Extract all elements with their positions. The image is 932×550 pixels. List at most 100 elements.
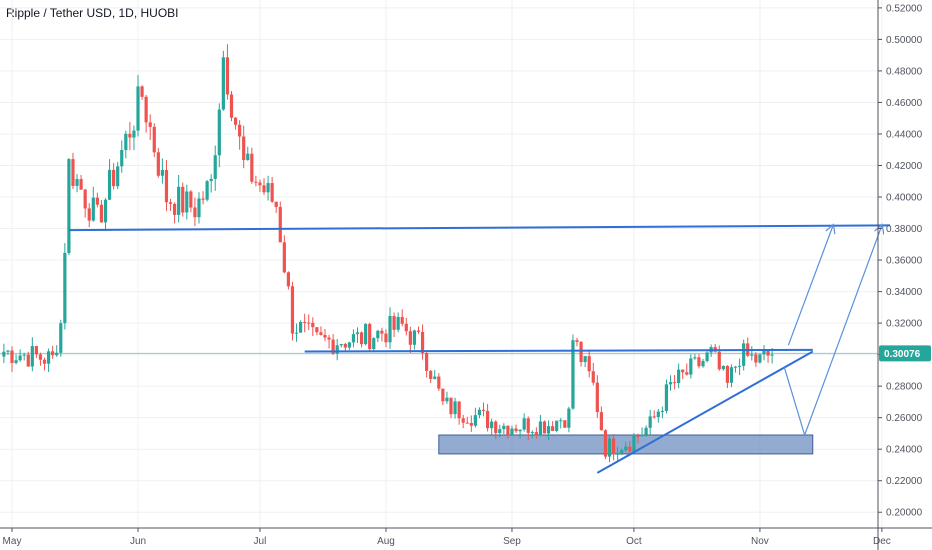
candle-body	[624, 446, 628, 451]
candle-body	[303, 321, 307, 323]
candle-body	[168, 202, 173, 204]
candle	[551, 421, 555, 432]
candle-body	[587, 356, 591, 372]
x-tick-label: Dec	[873, 536, 891, 547]
candle	[63, 243, 67, 330]
candle-body	[327, 337, 331, 340]
candle-body	[132, 130, 136, 138]
candle	[392, 312, 396, 338]
candle	[607, 434, 612, 463]
candle-body	[571, 340, 575, 409]
candle	[181, 182, 185, 217]
candle-body	[429, 370, 433, 379]
candle-body	[22, 354, 26, 356]
candle-body	[262, 185, 266, 193]
candle-body	[632, 435, 636, 452]
candle-body	[319, 332, 323, 335]
candle	[254, 175, 258, 187]
candle	[449, 397, 453, 419]
candle	[518, 429, 522, 439]
candle	[660, 406, 664, 419]
candle	[59, 319, 63, 357]
candle-body	[441, 388, 445, 402]
candle	[364, 323, 368, 346]
y-tick-label: 0.26000	[886, 413, 923, 424]
candle-body	[339, 344, 343, 346]
candle	[481, 402, 486, 417]
candle	[83, 188, 87, 218]
candle-body	[453, 401, 457, 415]
candle	[664, 379, 669, 414]
candle-body	[465, 422, 469, 424]
candle	[156, 148, 160, 178]
candle-body	[640, 434, 644, 437]
candle-body	[71, 159, 75, 186]
candle	[640, 427, 644, 437]
candle	[502, 423, 506, 435]
candle	[490, 418, 494, 435]
x-tick-label: Sep	[503, 536, 521, 547]
candle-body	[254, 181, 258, 183]
neckline	[304, 348, 813, 353]
candle-body	[238, 124, 242, 137]
candle-body	[107, 169, 112, 200]
candle	[441, 388, 445, 406]
candle-body	[473, 415, 477, 426]
candle	[26, 351, 30, 367]
candle-body	[770, 354, 774, 356]
candle	[246, 146, 250, 161]
candle	[652, 410, 656, 419]
candle	[30, 337, 34, 372]
candle	[616, 446, 620, 461]
candle-body	[721, 365, 725, 370]
candle-body	[546, 426, 551, 434]
candle-body	[38, 354, 43, 360]
candle-body	[380, 330, 384, 334]
candle	[278, 201, 282, 243]
candle-body	[258, 182, 262, 186]
candle	[477, 407, 482, 419]
candle-body	[693, 357, 697, 359]
y-tick-label: 0.22000	[886, 476, 923, 487]
candle	[412, 329, 417, 350]
candle-body	[10, 350, 14, 364]
candle-body	[762, 350, 766, 355]
candle	[445, 391, 449, 404]
candle-body	[697, 357, 701, 367]
candle-body	[457, 401, 461, 419]
candle-body	[469, 422, 473, 426]
candle-body	[437, 376, 441, 389]
candle-body	[286, 272, 291, 287]
candle	[75, 174, 79, 193]
candle	[258, 179, 262, 192]
candle-body	[742, 343, 746, 366]
candle	[677, 363, 681, 389]
candle-body	[555, 420, 559, 431]
candle-body	[290, 286, 295, 334]
candle	[473, 407, 477, 428]
candle	[628, 440, 632, 454]
candle-body	[583, 356, 587, 363]
candle	[339, 343, 343, 348]
candle-body	[299, 321, 303, 333]
candle-body	[67, 159, 71, 253]
candle	[542, 420, 547, 434]
candle-body	[63, 252, 67, 324]
candle-body	[213, 155, 217, 179]
candle-body	[656, 411, 660, 418]
candle-body	[607, 438, 612, 457]
candle-body	[205, 181, 209, 200]
candle-body	[689, 358, 693, 375]
candle	[250, 147, 254, 184]
candle-body	[701, 360, 705, 367]
candle-body	[347, 342, 351, 348]
candle-body	[246, 153, 250, 161]
candle-body	[189, 191, 193, 208]
candle	[38, 352, 43, 366]
candle	[136, 74, 140, 137]
candle-body	[579, 341, 583, 363]
candle	[213, 145, 217, 191]
candle	[746, 337, 750, 358]
candle-body	[197, 198, 201, 218]
